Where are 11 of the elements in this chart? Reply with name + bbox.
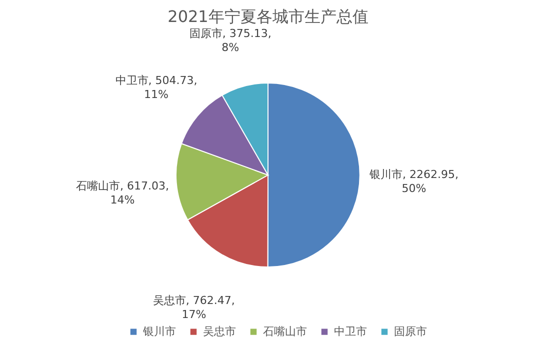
legend-label: 固原市: [394, 324, 427, 338]
data-label: 石嘴山市, 617.03, 14%: [76, 180, 169, 207]
legend-label: 吴忠市: [203, 324, 236, 338]
legend-label: 石嘴山市: [263, 324, 307, 338]
data-label: 吴忠市, 762.47, 17%: [152, 294, 235, 321]
legend-label: 银川市: [142, 324, 176, 338]
data-label: 固原市, 375.13, 8%: [189, 26, 272, 54]
data-label: 银川市, 2262.95, 50%: [368, 168, 458, 196]
chart-title: 2021年宁夏各城市生产总值: [168, 6, 368, 26]
legend-label: 中卫市: [334, 324, 367, 338]
data-label: 中卫市, 504.73, 11%: [115, 74, 198, 102]
